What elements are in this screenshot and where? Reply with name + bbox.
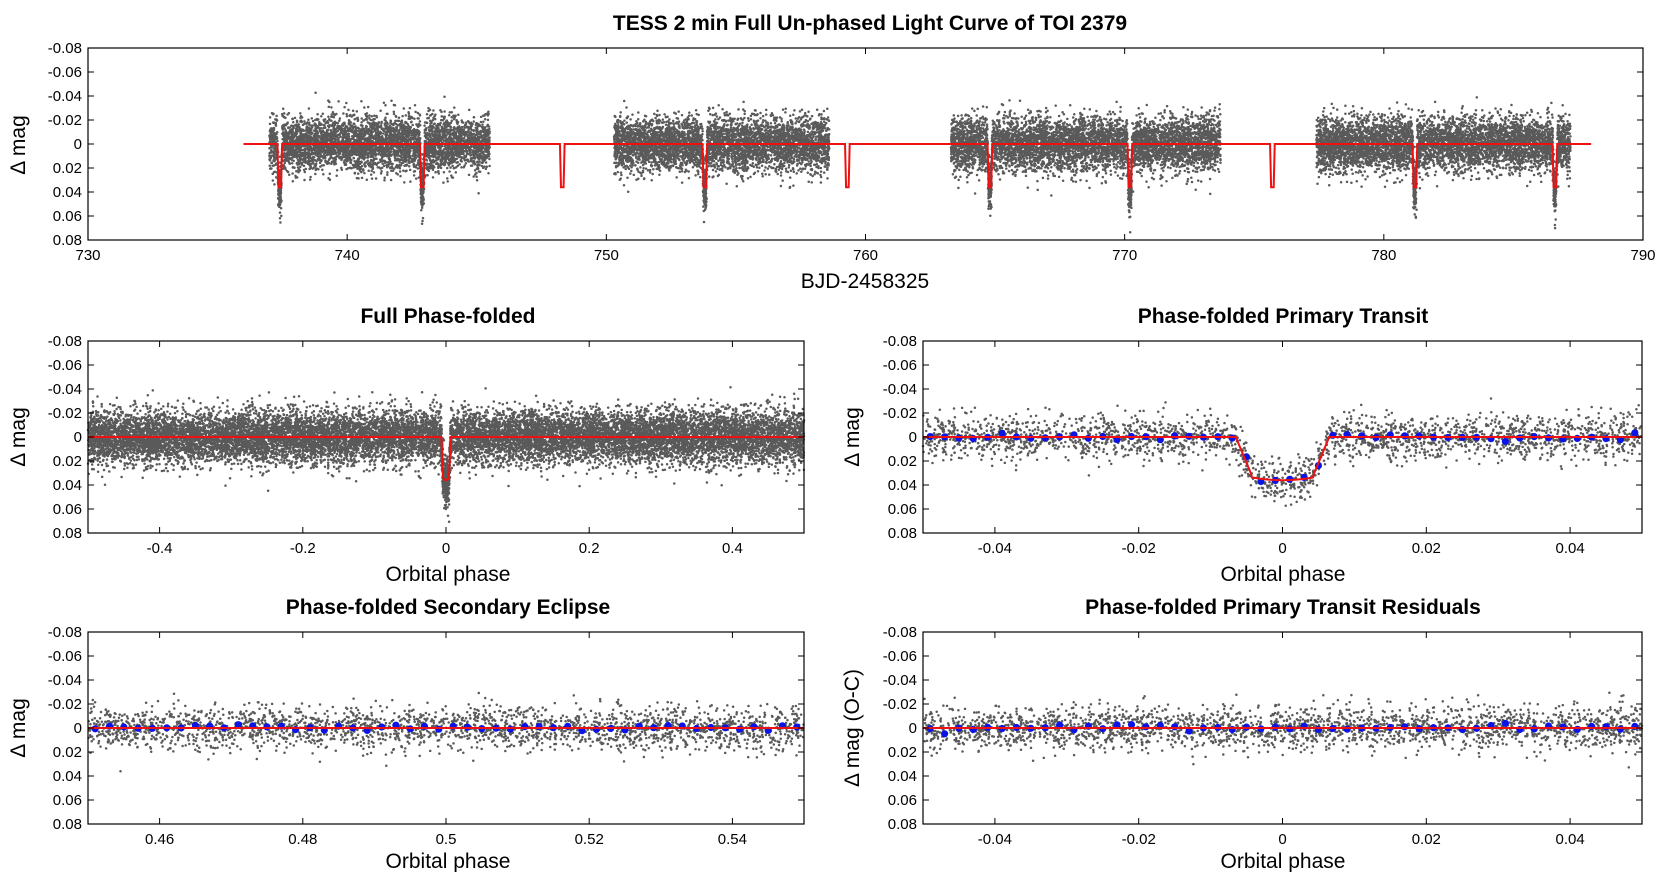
data-point	[353, 122, 356, 125]
panel-full-light-curve: TESS 2 min Full Un-phased Light Curve of…	[7, 12, 1656, 293]
data-point	[382, 132, 385, 135]
data-point	[371, 115, 374, 118]
data-point	[383, 179, 386, 182]
data-point	[381, 163, 384, 166]
data-point	[394, 157, 397, 160]
data-point	[432, 176, 435, 179]
data-point	[337, 100, 340, 103]
data-point	[338, 120, 341, 123]
data-point	[487, 172, 490, 175]
data-point	[379, 109, 382, 112]
data-point	[299, 166, 302, 169]
data-point	[487, 119, 490, 122]
data-point	[347, 109, 350, 112]
data-point	[440, 115, 443, 118]
chart-title: TESS 2 min Full Un-phased Light Curve of…	[613, 12, 1127, 35]
data-point	[415, 177, 418, 180]
data-points	[268, 92, 1572, 234]
data-point	[311, 117, 314, 120]
data-point	[367, 170, 370, 173]
data-point	[423, 124, 426, 127]
data-point	[426, 159, 429, 162]
data-point	[370, 173, 373, 176]
data-point	[331, 113, 334, 116]
